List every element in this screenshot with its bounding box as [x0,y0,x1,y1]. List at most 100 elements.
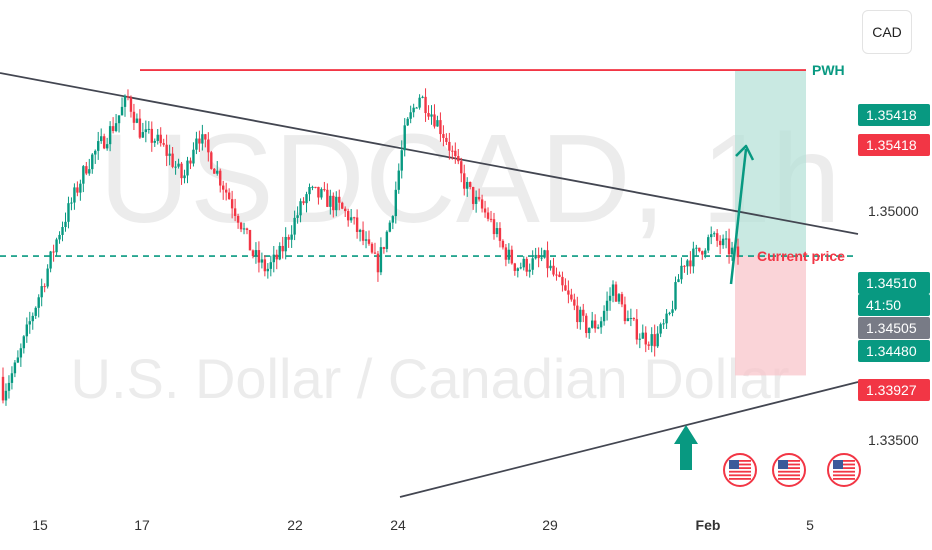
candle-body [239,222,243,230]
projection-arrow[interactable] [729,144,755,285]
candle-body [525,258,528,272]
current-price-label: Current price [757,248,845,264]
candle-body [10,373,14,383]
candle-body [73,187,76,203]
candle-body [165,144,168,156]
watermark-description: U.S. Dollar / Canadian Dollar [71,347,790,410]
y-tick-label: 1.33500 [868,432,919,448]
candle-body [266,268,270,272]
candle-body [320,189,323,198]
us-flag-event-icon[interactable] [772,453,806,487]
candle-body [629,318,633,320]
candle-body [421,96,424,98]
long-position-tool[interactable] [735,70,806,376]
candle-body [135,118,139,123]
candle-body [710,234,713,238]
candle-body [346,211,350,221]
candle-body [79,183,82,193]
candle-body [296,215,299,218]
lower-trendline[interactable] [399,381,859,498]
candle-body [43,286,46,288]
candle-body [85,166,88,174]
upper-trendline[interactable] [0,72,859,235]
candle-body [692,248,695,267]
candle-body [344,208,347,212]
candle-body [195,138,198,150]
price-badge-label: 1.34510 [866,275,917,291]
candle-body [299,201,302,216]
candle-body [385,231,389,249]
candle-body [718,240,722,246]
candle-body [537,254,540,259]
stop-zone[interactable] [735,256,806,376]
candle-body [332,195,335,211]
candle-body [635,319,639,340]
currency-button[interactable]: CAD [862,10,912,54]
candle-body [323,189,326,191]
candle-body [448,141,451,151]
candle-body [67,203,70,222]
candle-body [707,237,710,251]
candle-body [656,333,659,347]
candle-body [501,240,505,248]
candle-body [495,228,499,235]
candle-body [186,160,189,176]
time-axis[interactable]: 15 17 22 24 29 Feb 5 [32,517,814,533]
candle-body [61,227,64,235]
candle-body [144,129,148,133]
y-tick-label: 1.35000 [868,203,919,219]
candle-body [97,141,100,151]
candle-body [171,153,174,167]
price-badge-label: 1.35418 [866,137,917,153]
us-flag-event-icon[interactable] [723,453,757,487]
candle-body [596,327,600,329]
candle-body [382,247,386,249]
candle-body [620,294,624,305]
candle-body [492,219,496,235]
candle-body [391,216,395,223]
candle-body [141,132,145,138]
candle-body [415,107,418,109]
candle-body [730,247,734,255]
price-badge [858,272,930,294]
candle-body [317,186,320,198]
candle-body [674,282,677,310]
candle-body [400,150,403,171]
candle-body [102,136,106,149]
candle-body [659,324,662,334]
candle-body [626,318,630,322]
candle-body [736,246,740,258]
candle-body [236,215,240,223]
candle-body [576,305,579,323]
candle-body [593,320,597,329]
candle-body [436,120,439,127]
target-zone[interactable] [735,70,806,257]
candle-body [480,199,484,209]
candle-body [99,136,103,142]
candle-body [489,218,493,220]
candle-body [474,196,478,204]
candle-body [698,247,701,252]
candle-body [22,336,26,349]
price-axis[interactable]: 1.35000 1.33500 1.35418 1.35418 1.34510 41:… [858,104,930,448]
candle-body [641,332,644,339]
candle-body [82,166,85,184]
candle-body [222,185,225,190]
candle-body [269,262,273,269]
candle-body [213,168,216,174]
candle-body [138,118,142,138]
candle-body [561,276,564,286]
candle-body [37,297,40,308]
candle-body [28,321,31,325]
candle-body [7,382,11,391]
us-flag-event-icon[interactable] [827,453,861,487]
candle-body [543,250,546,258]
candle-body [540,257,543,259]
candle-body [570,294,573,300]
candle-body [335,196,338,211]
price-badge [858,340,930,362]
up-arrow-icon[interactable] [674,425,698,470]
candle-body [653,334,656,347]
candle-body [683,265,686,267]
